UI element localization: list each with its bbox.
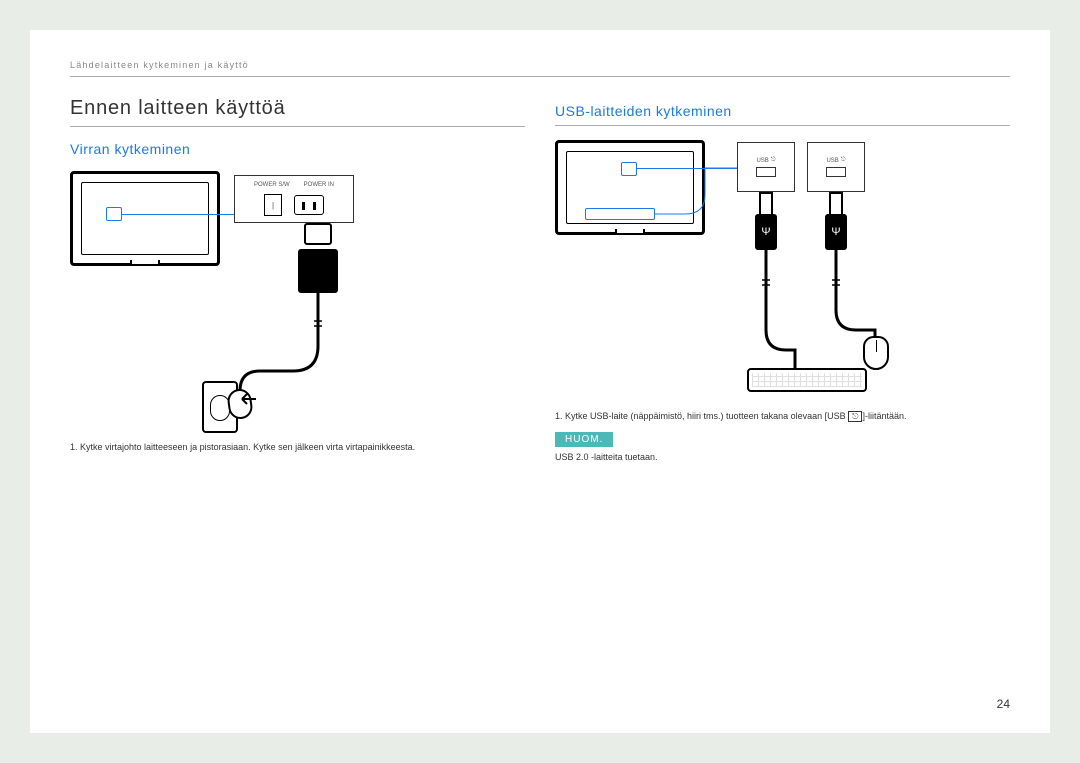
two-column-layout: Ennen laitteen käyttöä Virran kytkeminen…: [70, 97, 1010, 464]
page-number: 24: [997, 697, 1010, 711]
header-divider: [70, 76, 1010, 77]
usb-label-1: USB: [756, 158, 768, 164]
usb-step-suffix: ]-liitäntään.: [862, 411, 906, 421]
power-inlet-icon: [294, 195, 324, 215]
plug-arrow-icon: [238, 389, 258, 409]
power-diagram: POWER S/W POWER IN |: [70, 171, 525, 431]
usb-diagram: USB ⎋ USB ⎋: [555, 140, 1010, 400]
power-callout-box: POWER S/W POWER IN |: [234, 175, 354, 223]
usb-port-highlight-2: [585, 208, 655, 220]
usb-symbol-icon: Ψ: [825, 214, 847, 250]
usb-sub-heading: USB-laitteiden kytkeminen: [555, 103, 1010, 126]
usb-step-1: 1. Kytke USB-laite (näppäimistö, hiiri t…: [555, 410, 1010, 424]
manual-page: Lähdelaitteen kytkeminen ja käyttö Ennen…: [30, 30, 1050, 733]
power-switch-icon: |: [264, 194, 282, 216]
section-header: Lähdelaitteen kytkeminen ja käyttö: [70, 60, 1010, 70]
monitor-back-icon: [70, 171, 220, 266]
usb-a-connector-icon: [759, 192, 773, 216]
usb-trident-inline-icon: ⎋: [848, 411, 862, 422]
callout-line: [122, 214, 234, 215]
usb-a-connector-icon: [829, 192, 843, 216]
usb-callout-2: USB ⎋: [807, 142, 865, 192]
usb-plug-body-2: Ψ: [825, 214, 847, 250]
power-step-1: 1. Kytke virtajohto laitteeseen ja pisto…: [70, 441, 525, 455]
usb-label-2: USB: [826, 158, 838, 164]
usb-plug-body-1: Ψ: [755, 214, 777, 250]
power-port-highlight-icon: [106, 207, 122, 221]
usb-symbol-icon: Ψ: [755, 214, 777, 250]
left-column: Ennen laitteen käyttöä Virran kytkeminen…: [70, 97, 525, 464]
usb-callout-1: USB ⎋: [737, 142, 795, 192]
iec-connector-icon: [304, 223, 332, 245]
power-sw-label: POWER S/W: [254, 182, 290, 188]
usb-step-prefix: 1. Kytke USB-laite (näppäimistö, hiiri t…: [555, 411, 848, 421]
right-column: USB-laitteiden kytkeminen: [555, 97, 1010, 464]
main-heading: Ennen laitteen käyttöä: [70, 97, 525, 127]
power-in-label: POWER IN: [304, 182, 334, 188]
note-badge: HUOM.: [555, 432, 613, 447]
power-plug-icon: [298, 249, 338, 293]
callout-line: [637, 168, 737, 169]
monitor-back-icon: [555, 140, 705, 235]
usb-port-icon: [826, 167, 846, 177]
usb-trident-icon: ⎋: [841, 157, 846, 164]
usb-port-highlight-1: [621, 162, 637, 176]
mouse-icon: [863, 336, 889, 370]
keyboard-icon: [747, 368, 867, 392]
power-sub-heading: Virran kytkeminen: [70, 141, 525, 157]
note-text: USB 2.0 -laitteita tuetaan.: [555, 451, 1010, 465]
usb-trident-icon: ⎋: [771, 157, 776, 164]
usb-port-icon: [756, 167, 776, 177]
